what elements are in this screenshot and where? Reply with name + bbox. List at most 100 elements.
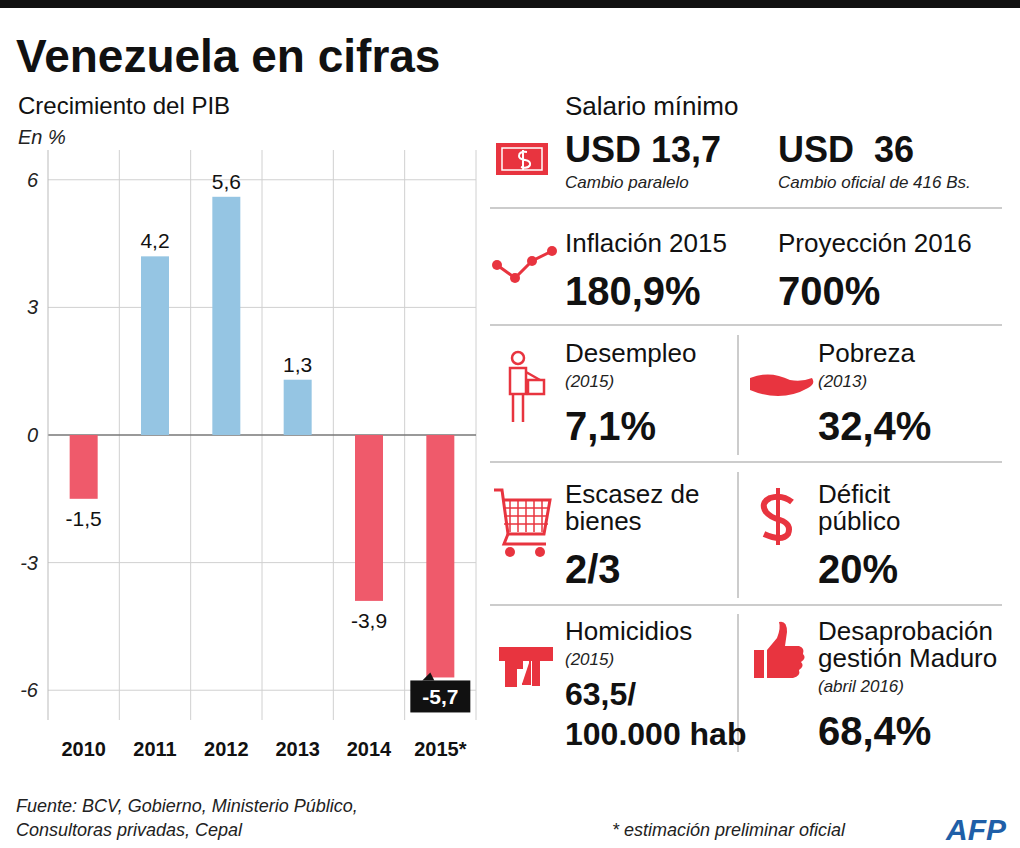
y-tick-label: 0 bbox=[27, 424, 38, 446]
bar bbox=[70, 435, 98, 499]
y-tick-label: -3 bbox=[20, 552, 38, 574]
data-label: -5,7 bbox=[422, 685, 458, 708]
x-tick-label: 2012 bbox=[204, 738, 249, 760]
icon-thumb bbox=[754, 650, 764, 678]
stat-value: 32,4% bbox=[818, 404, 931, 448]
x-tick-label: 2010 bbox=[61, 738, 106, 760]
grid-line bbox=[48, 562, 476, 563]
divider bbox=[737, 472, 739, 598]
icon-person bbox=[528, 380, 544, 394]
bar bbox=[141, 256, 169, 435]
icon-cart bbox=[504, 534, 546, 544]
bar bbox=[426, 435, 454, 677]
stat-label: Desaprobación bbox=[818, 616, 993, 646]
stat-label: Desempleo bbox=[565, 338, 697, 368]
separator bbox=[490, 461, 1002, 463]
y-tick-label: 6 bbox=[27, 169, 39, 191]
icon-inflation bbox=[527, 256, 537, 266]
icons bbox=[492, 143, 813, 686]
divider bbox=[737, 335, 739, 455]
chart-subtitle: En % bbox=[18, 126, 66, 148]
stat-value: 700% bbox=[778, 269, 880, 313]
icon-cart bbox=[505, 547, 515, 557]
separator bbox=[490, 604, 1002, 606]
row-label: Salario mínimo bbox=[565, 91, 738, 121]
stat-note: (2013) bbox=[818, 372, 867, 391]
x-tick-label: 2013 bbox=[275, 738, 320, 760]
y-tick-label: 3 bbox=[27, 296, 38, 318]
top-bar bbox=[0, 0, 1020, 8]
stat-label: bienes bbox=[565, 506, 642, 536]
separator bbox=[490, 324, 1002, 326]
stat-value: 180,9% bbox=[565, 269, 701, 313]
stat-label: Inflación 2015 bbox=[565, 228, 727, 258]
grid-line bbox=[48, 179, 476, 180]
grid-line bbox=[48, 434, 476, 436]
footnote: * estimación preliminar oficial bbox=[612, 820, 846, 840]
credit: AFP bbox=[945, 813, 1007, 846]
bar bbox=[355, 435, 383, 601]
icon-inflation bbox=[492, 260, 502, 270]
icon-inflation bbox=[497, 251, 552, 278]
icon-hand bbox=[750, 374, 813, 396]
icon-gun bbox=[532, 660, 540, 686]
icon-money bbox=[519, 150, 530, 170]
stat-label: gestión Maduro bbox=[818, 643, 997, 673]
chart-title: Crecimiento del PIB bbox=[18, 92, 230, 119]
bar bbox=[212, 197, 240, 435]
y-tick-label: -6 bbox=[20, 679, 39, 701]
icon-cart bbox=[504, 515, 548, 517]
stat-label: Proyección 2016 bbox=[778, 228, 972, 258]
icon-inflation bbox=[510, 273, 520, 283]
label-pointer bbox=[422, 672, 434, 680]
stat-value: USD 13,7 bbox=[565, 129, 721, 170]
data-label: -1,5 bbox=[66, 507, 102, 530]
stat-note: (2015) bbox=[565, 372, 614, 391]
stat-label: Pobreza bbox=[818, 338, 915, 368]
grid-line bbox=[48, 307, 476, 308]
label-box bbox=[410, 680, 470, 712]
bar bbox=[284, 380, 312, 435]
icon-money bbox=[502, 148, 542, 170]
grid bbox=[48, 150, 476, 720]
data-label: 1,3 bbox=[283, 353, 312, 376]
separator bbox=[490, 207, 1002, 209]
stat-value: 2/3 bbox=[565, 547, 621, 591]
bars bbox=[70, 197, 455, 678]
icon-cart bbox=[535, 547, 545, 557]
source: Fuente: BCV, Gobierno, Ministerio Públic… bbox=[16, 796, 358, 816]
icon-cart bbox=[504, 523, 548, 525]
title: Venezuela en cifras bbox=[16, 30, 440, 82]
icon-dollar bbox=[776, 488, 780, 545]
x-tick-label: 2015* bbox=[414, 738, 466, 760]
data-label: 4,2 bbox=[140, 229, 169, 252]
stat-note: (2015) bbox=[565, 650, 614, 669]
icon-inflation bbox=[547, 246, 557, 256]
stat-value: 100.000 hab bbox=[565, 716, 746, 752]
x-tick-label: 2014 bbox=[347, 738, 392, 760]
stat-note: (abril 2016) bbox=[818, 677, 904, 696]
x-tick-label: 2011 bbox=[133, 738, 176, 760]
stat-note: Cambio paralelo bbox=[565, 173, 689, 192]
stat-value: 7,1% bbox=[565, 404, 656, 448]
stat-value: 63,5/ bbox=[565, 676, 636, 712]
stat-label: Déficit bbox=[818, 479, 891, 509]
icon-person bbox=[512, 352, 524, 364]
icon-thumb bbox=[767, 622, 805, 678]
stat-label: Homicidios bbox=[565, 616, 692, 646]
data-label: 5,6 bbox=[212, 170, 241, 193]
icon-cart bbox=[494, 490, 550, 534]
icon-gun bbox=[500, 648, 552, 686]
data-label: -3,9 bbox=[351, 609, 387, 632]
stat-value: 68,4% bbox=[818, 709, 931, 753]
y-axis bbox=[48, 150, 49, 720]
icon-money bbox=[496, 143, 548, 175]
stat-label: público bbox=[818, 506, 900, 536]
stat-note: Cambio oficial de 416 Bs. bbox=[778, 173, 971, 192]
stat-value: USD 36 bbox=[778, 129, 914, 170]
stat-label: Escasez de bbox=[565, 479, 699, 509]
page: Venezuela en cifras Crecimiento del PIB En… bbox=[0, 0, 1020, 848]
icon-cart bbox=[504, 507, 548, 509]
stat-value: 20% bbox=[818, 547, 898, 591]
source: Consultoras privadas, Cepal bbox=[16, 820, 243, 840]
